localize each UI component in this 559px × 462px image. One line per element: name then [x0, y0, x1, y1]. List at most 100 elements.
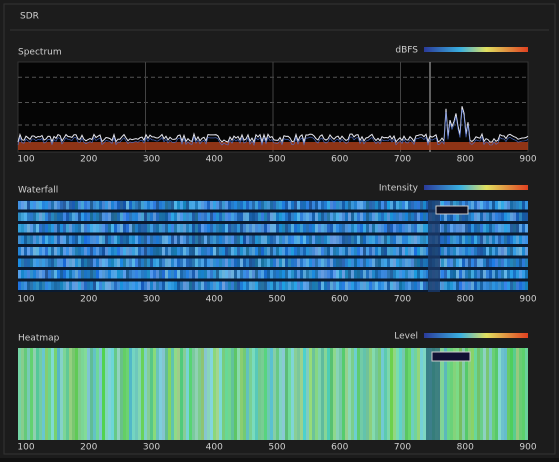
- waterfall-cell: [285, 282, 288, 291]
- waterfall-cell: [453, 236, 456, 245]
- waterfall-cell: [66, 201, 69, 210]
- waterfall-cell: [171, 213, 174, 222]
- waterfall-cell: [360, 247, 363, 256]
- waterfall-cell: [114, 259, 117, 268]
- waterfall-cell: [252, 224, 255, 233]
- waterfall-cell: [213, 224, 216, 233]
- waterfall-cell: [36, 213, 39, 222]
- waterfall-cell: [135, 236, 138, 245]
- waterfall-cell: [60, 259, 63, 268]
- x-tick-label: 200: [80, 155, 97, 165]
- x-tick-label: 500: [268, 155, 285, 165]
- waterfall-cell: [78, 247, 81, 256]
- waterfall-cell: [123, 213, 126, 222]
- waterfall-cell: [132, 270, 135, 279]
- waterfall-cell: [132, 259, 135, 268]
- waterfall-cell: [237, 259, 240, 268]
- waterfall-cell: [513, 236, 516, 245]
- waterfall-cell: [384, 213, 387, 222]
- waterfall-cell: [150, 224, 153, 233]
- waterfall-cell: [204, 247, 207, 256]
- waterfall-cell: [522, 201, 525, 210]
- waterfall-cell: [105, 224, 108, 233]
- waterfall-cell: [228, 270, 231, 279]
- heat-cell: [57, 348, 60, 440]
- waterfall-cell: [177, 282, 180, 291]
- waterfall-cell: [60, 282, 63, 291]
- waterfall-cell: [297, 247, 300, 256]
- waterfall-cell: [357, 259, 360, 268]
- waterfall-cell: [42, 259, 45, 268]
- waterfall-cell: [327, 224, 330, 233]
- waterfall-cell: [96, 282, 99, 291]
- waterfall-cell: [489, 270, 492, 279]
- waterfall-cell: [204, 224, 207, 233]
- heat-cell: [210, 348, 213, 440]
- heat-cell: [366, 348, 369, 440]
- waterfall-cell: [375, 236, 378, 245]
- waterfall-cell: [315, 247, 318, 256]
- waterfall-cell: [375, 259, 378, 268]
- waterfall-cell: [225, 213, 228, 222]
- waterfall-cell: [351, 282, 354, 291]
- waterfall-cell: [381, 270, 384, 279]
- waterfall-cell: [480, 270, 483, 279]
- waterfall-cell: [396, 213, 399, 222]
- x-tick-label: 100: [17, 155, 34, 165]
- waterfall-cell: [102, 247, 105, 256]
- waterfall-cell: [99, 236, 102, 245]
- waterfall-cell: [240, 282, 243, 291]
- heat-cell: [30, 348, 33, 440]
- waterfall-cell: [183, 201, 186, 210]
- waterfall-cell: [525, 201, 528, 210]
- heat-cell: [333, 348, 336, 440]
- waterfall-cell: [393, 270, 396, 279]
- waterfall-cell: [489, 259, 492, 268]
- heat-cell: [216, 348, 219, 440]
- waterfall-cell: [399, 270, 402, 279]
- waterfall-cell: [66, 282, 69, 291]
- waterfall-cell: [294, 201, 297, 210]
- heat-cell: [33, 348, 36, 440]
- waterfall-cell: [300, 224, 303, 233]
- waterfall-cell: [249, 236, 252, 245]
- waterfall-cell: [291, 224, 294, 233]
- waterfall-cell: [396, 282, 399, 291]
- waterfall-cell: [291, 247, 294, 256]
- waterfall-cell: [519, 236, 522, 245]
- waterfall-cell: [456, 259, 459, 268]
- waterfall-cell: [465, 224, 468, 233]
- waterfall-cell: [510, 224, 513, 233]
- waterfall-cell: [402, 270, 405, 279]
- waterfall-cell: [123, 282, 126, 291]
- waterfall-cell: [423, 282, 426, 291]
- waterfall-cell: [300, 259, 303, 268]
- waterfall-cell: [57, 236, 60, 245]
- waterfall-cell: [498, 282, 501, 291]
- heat-cell: [267, 348, 270, 440]
- waterfall-cell: [270, 270, 273, 279]
- waterfall-cell: [354, 259, 357, 268]
- heat-cell: [189, 348, 192, 440]
- waterfall-cell: [60, 201, 63, 210]
- waterfall-cell: [351, 236, 354, 245]
- waterfall-cell: [207, 201, 210, 210]
- waterfall-cell: [66, 224, 69, 233]
- waterfall-cell: [246, 259, 249, 268]
- heat-cell: [420, 348, 423, 440]
- waterfall-cell: [399, 236, 402, 245]
- waterfall-cell: [279, 213, 282, 222]
- x-tick-label: 800: [457, 295, 474, 305]
- waterfall-cell: [108, 259, 111, 268]
- waterfall-cell: [225, 270, 228, 279]
- waterfall-cell: [126, 270, 129, 279]
- waterfall-cell: [291, 282, 294, 291]
- waterfall-cell: [135, 224, 138, 233]
- waterfall-cell: [207, 259, 210, 268]
- waterfall-cell: [234, 201, 237, 210]
- heat-cell: [354, 348, 357, 440]
- waterfall-cell: [93, 247, 96, 256]
- waterfall-cell: [351, 259, 354, 268]
- waterfall-cell: [330, 247, 333, 256]
- waterfall-cell: [417, 236, 420, 245]
